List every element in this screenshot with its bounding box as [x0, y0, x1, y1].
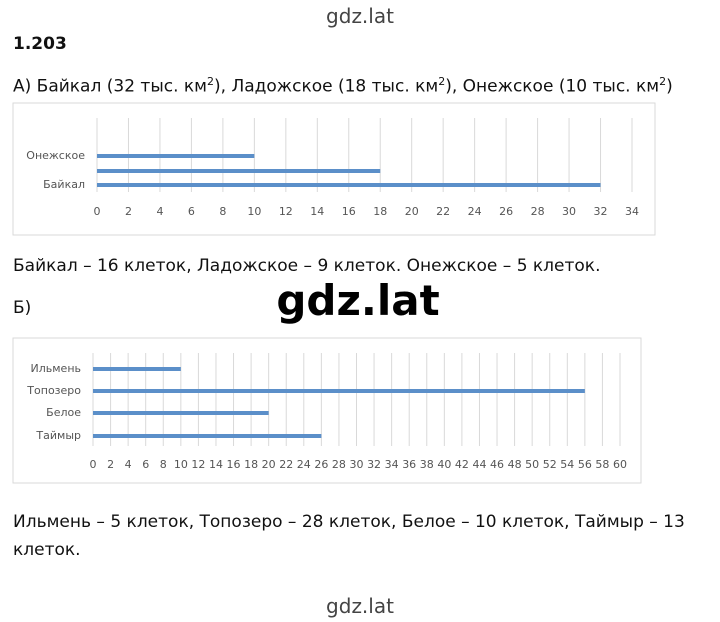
- superscript: 2: [207, 75, 214, 88]
- x-tick-label: 52: [543, 458, 557, 471]
- x-tick-label: 2: [107, 458, 114, 471]
- x-tick-label: 6: [142, 458, 149, 471]
- bar: [93, 389, 585, 393]
- x-tick-label: 36: [402, 458, 416, 471]
- x-tick-label: 18: [373, 205, 387, 218]
- x-tick-label: 0: [90, 458, 97, 471]
- x-tick-label: 20: [262, 458, 276, 471]
- text: А) Байкал (32 тыс. км: [13, 76, 207, 97]
- y-tick-label: Белое: [46, 406, 81, 419]
- x-tick-label: 48: [508, 458, 522, 471]
- y-tick-label: Ильмень: [31, 362, 81, 375]
- y-tick-label: Таймыр: [35, 429, 81, 442]
- answer-b: Ильмень – 5 клеток, Топозеро – 28 клеток…: [13, 512, 685, 560]
- x-tick-label: 8: [219, 205, 226, 218]
- chart-b-frame: [12, 337, 642, 484]
- x-tick-label: 20: [405, 205, 419, 218]
- bar: [97, 169, 381, 173]
- x-tick-label: 10: [174, 458, 188, 471]
- x-tick-label: 26: [314, 458, 328, 471]
- task-number: 1.203: [13, 34, 67, 54]
- x-tick-label: 42: [455, 458, 469, 471]
- x-tick-label: 50: [525, 458, 539, 471]
- label-b: Б): [13, 298, 32, 318]
- x-tick-label: 12: [279, 205, 293, 218]
- x-tick-label: 26: [499, 205, 513, 218]
- x-tick-label: 8: [160, 458, 167, 471]
- x-tick-label: 14: [310, 205, 324, 218]
- superscript: 2: [438, 75, 446, 88]
- x-tick-label: 22: [436, 205, 450, 218]
- bar: [97, 154, 255, 158]
- x-tick-label: 28: [531, 205, 545, 218]
- x-tick-label: 40: [437, 458, 451, 471]
- x-tick-label: 44: [472, 458, 486, 471]
- x-tick-label: 34: [625, 205, 639, 218]
- text: ), Онежское (10 тыс. км: [445, 76, 660, 97]
- x-tick-label: 16: [342, 205, 356, 218]
- x-tick-label: 56: [578, 458, 592, 471]
- superscript: 2: [659, 75, 667, 88]
- x-tick-label: 24: [468, 205, 482, 218]
- x-tick-label: 34: [385, 458, 399, 471]
- x-tick-label: 14: [209, 458, 223, 471]
- x-tick-label: 30: [350, 458, 364, 471]
- x-tick-label: 58: [595, 458, 609, 471]
- x-tick-label: 32: [367, 458, 381, 471]
- x-tick-label: 30: [562, 205, 576, 218]
- bar: [93, 367, 181, 371]
- x-tick-label: 24: [297, 458, 311, 471]
- x-tick-label: 4: [125, 458, 132, 471]
- watermark: gdz.lat: [276, 276, 440, 325]
- text: ): [666, 76, 673, 97]
- x-tick-label: 38: [420, 458, 434, 471]
- x-tick-label: 10: [247, 205, 261, 218]
- y-tick-label: Топозеро: [26, 384, 81, 397]
- y-tick-label: Онежское: [26, 149, 85, 162]
- x-tick-label: 22: [279, 458, 293, 471]
- x-tick-label: 0: [94, 205, 101, 218]
- x-tick-label: 2: [125, 205, 132, 218]
- x-tick-label: 28: [332, 458, 346, 471]
- x-tick-label: 46: [490, 458, 504, 471]
- watermark: gdz.lat: [326, 4, 394, 28]
- bar: [93, 434, 322, 438]
- x-tick-label: 16: [227, 458, 241, 471]
- x-tick-label: 6: [188, 205, 195, 218]
- x-tick-label: 32: [594, 205, 608, 218]
- x-tick-label: 4: [156, 205, 163, 218]
- bar: [97, 183, 601, 187]
- watermark: gdz.lat: [326, 594, 394, 618]
- text: ), Ладожское (18 тыс. км: [214, 76, 439, 97]
- x-tick-label: 12: [191, 458, 205, 471]
- x-tick-label: 60: [613, 458, 627, 471]
- answer-a: Байкал – 16 клеток, Ладожское – 9 клеток…: [13, 256, 601, 276]
- x-tick-label: 54: [560, 458, 574, 471]
- bar: [93, 411, 269, 415]
- x-tick-label: 18: [244, 458, 258, 471]
- statement-a: А) Байкал (32 тыс. км2), Ладожское (18 т…: [13, 75, 673, 97]
- y-tick-label: Байкал: [43, 178, 85, 191]
